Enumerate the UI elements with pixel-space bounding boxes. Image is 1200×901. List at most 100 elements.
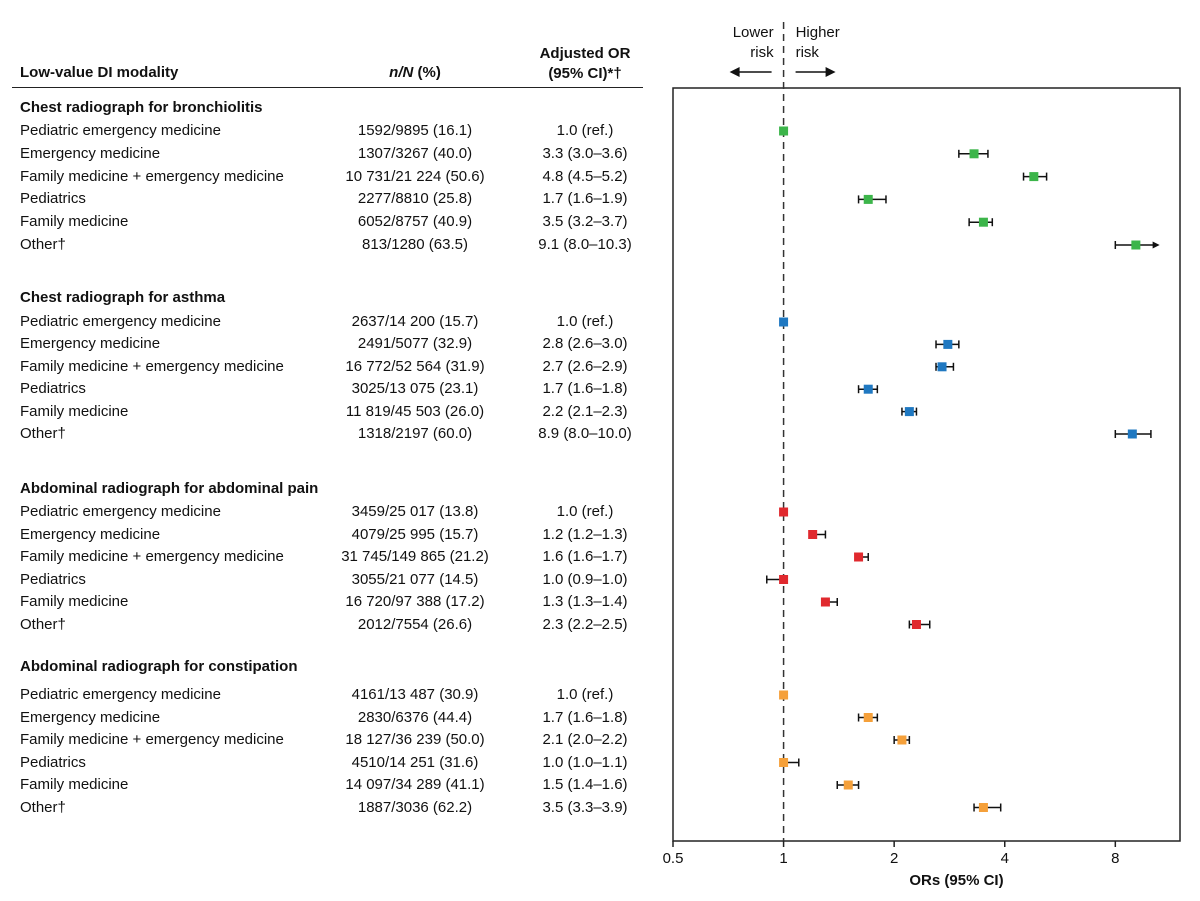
lower-risk-label-line1: Lower [733, 24, 774, 41]
row-or: 1.0 (0.9–1.0) [542, 570, 628, 588]
point-estimate [820, 597, 830, 607]
row-or: 1.3 (1.3–1.4) [542, 593, 628, 610]
group-title: Chest radiograph for bronchiolitis [20, 99, 263, 116]
row-label: Pediatric emergency medicine [20, 686, 221, 703]
row-or: 3.5 (3.3–3.9) [542, 798, 628, 816]
header-nn: n/N (%) [350, 64, 480, 81]
row-or: 1.7 (1.6–1.8) [542, 708, 628, 726]
row-label: Emergency medicine [20, 144, 161, 162]
row-label: Emergency medicine [20, 525, 161, 543]
row-label: Family medicine + emergency medicine [20, 167, 284, 185]
row-nn: 4079/25 995 (15.7) [351, 525, 479, 543]
point-estimate [779, 507, 789, 517]
row-or: 9.1 (8.0–10.3) [538, 236, 632, 253]
point-estimate [779, 126, 789, 136]
group-title: Abdominal radiograph for constipation [20, 658, 298, 675]
point-estimate [779, 575, 789, 584]
row-or: 1.2 (1.2–1.3) [542, 525, 628, 543]
row-label: Pediatrics [20, 753, 86, 771]
point-estimate [978, 217, 988, 227]
row-nn: 1307/3267 (40.0) [357, 144, 473, 162]
point-estimate [904, 407, 914, 417]
row-nn: 10 731/21 224 (50.6) [345, 167, 485, 185]
row-or: 1.0 (ref.) [556, 122, 614, 139]
point-estimate [863, 384, 873, 394]
row-label: Family medicine + emergency medicine [20, 357, 284, 375]
point-estimate [854, 552, 864, 562]
row-label: Family medicine + emergency medicine [20, 731, 284, 748]
row-or: 1.0 (ref.) [556, 686, 614, 703]
point-estimate [779, 690, 789, 700]
row-nn: 813/1280 (63.5) [362, 236, 468, 253]
higher-risk-label-line1: Higher [796, 24, 840, 41]
row-nn: 16 772/52 564 (31.9) [345, 357, 485, 375]
row-nn: 4510/14 251 (31.6) [351, 753, 479, 771]
header-or-line2: (95% CI)*† [548, 65, 622, 82]
x-axis-label: ORs (95% CI) [909, 872, 1003, 889]
x-tick-label: 1 [779, 850, 787, 867]
row-label: Family medicine [20, 776, 129, 793]
header-modality: Low-value DI modality [20, 64, 179, 81]
lower-risk-arrow-head [729, 67, 740, 77]
point-estimate [943, 339, 953, 349]
plot-frame [672, 87, 1181, 842]
row-label: Pediatric emergency medicine [20, 122, 221, 139]
row-label: Emergency medicine [20, 335, 161, 353]
row-label: Pediatrics [20, 190, 86, 208]
row-label: Emergency medicine [20, 708, 161, 726]
row-or: 1.6 (1.6–1.7) [542, 548, 628, 565]
point-estimate [969, 149, 979, 159]
row-or: 2.3 (2.2–2.5) [542, 615, 628, 633]
point-estimate [863, 713, 873, 722]
row-or: 3.5 (3.2–3.7) [542, 213, 628, 231]
group-title: Chest radiograph for asthma [20, 289, 226, 306]
point-estimate [808, 530, 818, 539]
row-label: Family medicine [20, 593, 129, 610]
row-nn: 14 097/34 289 (41.1) [345, 776, 485, 793]
row-nn: 2012/7554 (26.6) [357, 615, 473, 633]
row-or: 2.8 (2.6–3.0) [542, 335, 628, 353]
x-tick-label: 4 [1001, 850, 1009, 867]
row-or: 1.7 (1.6–1.8) [542, 380, 628, 398]
header-or-line1: Adjusted OR [539, 45, 631, 62]
header-nn-italic: n/N [389, 64, 414, 81]
lower-risk-label-line2: risk [750, 44, 774, 61]
row-label: Pediatric emergency medicine [20, 503, 221, 520]
point-estimate [779, 758, 789, 767]
point-estimate [1029, 172, 1039, 182]
row-or: 4.8 (4.5–5.2) [542, 167, 628, 185]
point-estimate [1131, 240, 1141, 250]
header-nn-suffix: (%) [413, 64, 441, 81]
row-nn: 2277/8810 (25.8) [357, 190, 473, 208]
point-estimate [937, 362, 947, 372]
row-label: Family medicine + emergency medicine [20, 548, 284, 565]
row-or: 1.5 (1.4–1.6) [542, 776, 628, 793]
row-nn: 31 745/149 865 (21.2) [341, 548, 489, 565]
row-label: Other† [20, 798, 66, 816]
row-label: Family medicine [20, 213, 129, 231]
row-nn: 11 819/45 503 (26.0) [345, 402, 485, 420]
row-label: Pediatrics [20, 570, 86, 588]
group-title: Abdominal radiograph for abdominal pain [20, 480, 319, 497]
x-tick-label: 0.5 [663, 850, 684, 867]
row-or: 1.0 (1.0–1.1) [542, 753, 628, 771]
row-nn: 16 720/97 388 (17.2) [345, 593, 485, 610]
row-or: 2.7 (2.6–2.9) [542, 357, 628, 375]
point-estimate [843, 780, 853, 790]
row-nn: 1887/3036 (62.2) [357, 798, 473, 816]
point-estimate [897, 735, 907, 745]
x-tick-label: 8 [1111, 850, 1119, 867]
row-or: 1.0 (ref.) [556, 313, 614, 330]
row-nn: 18 127/36 239 (50.0) [345, 731, 485, 748]
row-nn: 3055/21 077 (14.5) [351, 570, 479, 588]
row-nn: 4161/13 487 (30.9) [351, 686, 479, 703]
row-nn: 2830/6376 (44.4) [357, 708, 473, 726]
row-nn: 2637/14 200 (15.7) [351, 313, 479, 330]
row-label: Pediatric emergency medicine [20, 313, 221, 330]
row-or: 1.0 (ref.) [556, 503, 614, 520]
header-or: Adjusted OR (95% CI)*† [510, 44, 660, 84]
higher-risk-label-line2: risk [796, 44, 820, 61]
point-estimate [911, 620, 921, 629]
row-nn: 1318/2197 (60.0) [357, 425, 473, 442]
